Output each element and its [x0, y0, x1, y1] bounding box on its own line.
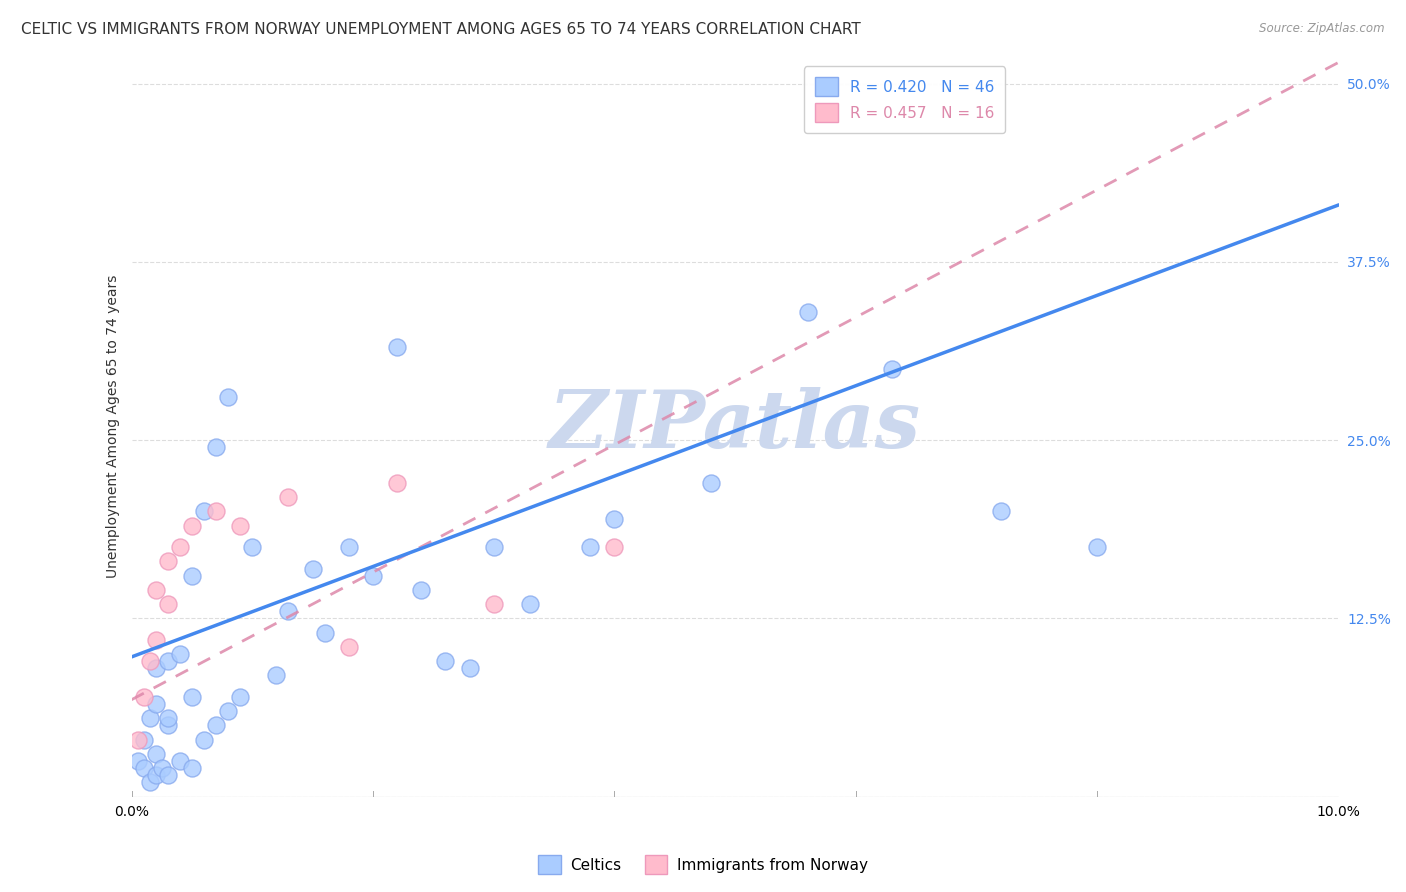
Point [301, 561, 323, 575]
Point [156, 597, 179, 611]
Point [205, 504, 228, 518]
Point [132, 732, 155, 747]
Point [385, 341, 408, 355]
Point [180, 518, 202, 533]
Point [277, 604, 299, 618]
Point [156, 654, 179, 668]
Point [519, 597, 541, 611]
Point [217, 391, 239, 405]
Point [229, 518, 252, 533]
Point [193, 732, 215, 747]
Text: ZIPatlas: ZIPatlas [550, 387, 921, 465]
Point [145, 697, 167, 711]
Point [205, 718, 228, 732]
Point [277, 490, 299, 504]
Point [205, 440, 228, 454]
Point [796, 305, 818, 319]
Point [229, 690, 252, 704]
Point [603, 540, 626, 554]
Y-axis label: Unemployment Among Ages 65 to 74 years: Unemployment Among Ages 65 to 74 years [107, 274, 121, 578]
Point [127, 732, 149, 747]
Legend: R = 0.420   N = 46, R = 0.457   N = 16: R = 0.420 N = 46, R = 0.457 N = 16 [804, 67, 1005, 133]
Point [169, 540, 191, 554]
Point [217, 704, 239, 718]
Point [145, 768, 167, 782]
Point [138, 654, 160, 668]
Point [482, 597, 505, 611]
Point [138, 711, 160, 725]
Point [156, 711, 179, 725]
Point [579, 540, 602, 554]
Point [180, 568, 202, 582]
Point [880, 362, 903, 376]
Point [314, 625, 336, 640]
Point [156, 554, 179, 568]
Point [180, 690, 202, 704]
Point [266, 668, 288, 682]
Point [145, 582, 167, 597]
Point [145, 661, 167, 675]
Point [385, 475, 408, 490]
Point [156, 718, 179, 732]
Point [337, 640, 360, 654]
Point [127, 754, 149, 768]
Point [156, 768, 179, 782]
Point [482, 540, 505, 554]
Point [411, 582, 433, 597]
Point [180, 761, 202, 775]
Point [169, 754, 191, 768]
Point [700, 475, 723, 490]
Point [193, 504, 215, 518]
Point [240, 540, 263, 554]
Point [458, 661, 481, 675]
Point [138, 775, 160, 789]
Point [132, 690, 155, 704]
Point [337, 540, 360, 554]
Point [169, 647, 191, 661]
Text: CELTIC VS IMMIGRANTS FROM NORWAY UNEMPLOYMENT AMONG AGES 65 TO 74 YEARS CORRELAT: CELTIC VS IMMIGRANTS FROM NORWAY UNEMPLO… [21, 22, 860, 37]
Point [1085, 540, 1108, 554]
Point [145, 747, 167, 761]
Point [434, 654, 457, 668]
Point [145, 632, 167, 647]
Point [361, 568, 384, 582]
Point [603, 511, 626, 525]
Point [990, 504, 1012, 518]
Point [132, 761, 155, 775]
Legend: Celtics, Immigrants from Norway: Celtics, Immigrants from Norway [533, 849, 873, 880]
Point [150, 761, 173, 775]
Text: Source: ZipAtlas.com: Source: ZipAtlas.com [1260, 22, 1385, 36]
